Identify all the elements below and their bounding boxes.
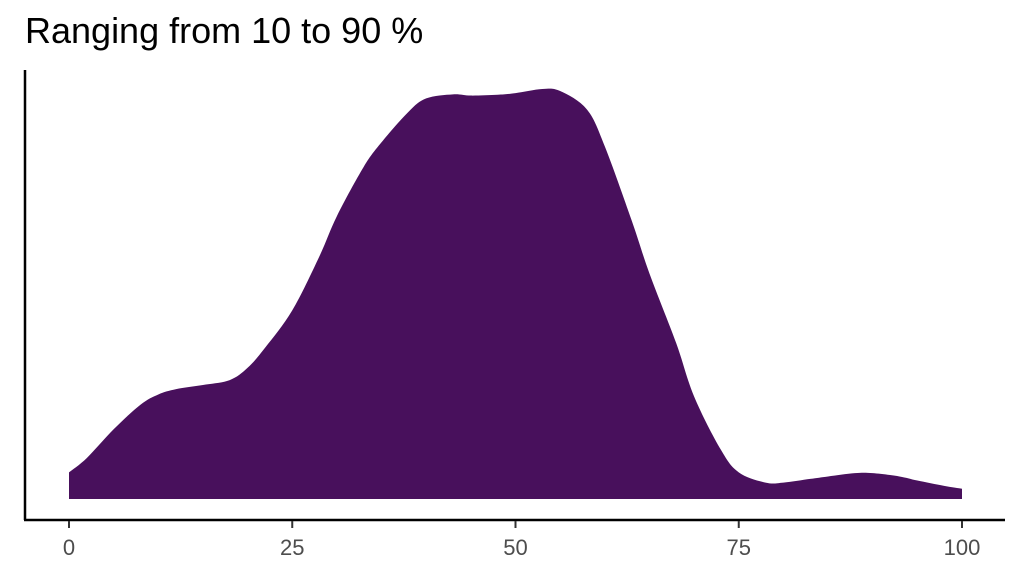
x-tick-label: 100 [944,535,981,560]
chart-title: Ranging from 10 to 90 % [25,10,424,51]
density-area-0 [69,88,962,499]
x-tick-label: 0 [63,535,75,560]
x-tick-label: 75 [727,535,751,560]
x-tick-label: 50 [503,535,527,560]
x-tick-label: 25 [280,535,304,560]
plot-area [69,88,962,499]
x-axis-ticks: 0 25 50 75 100 [63,521,980,560]
